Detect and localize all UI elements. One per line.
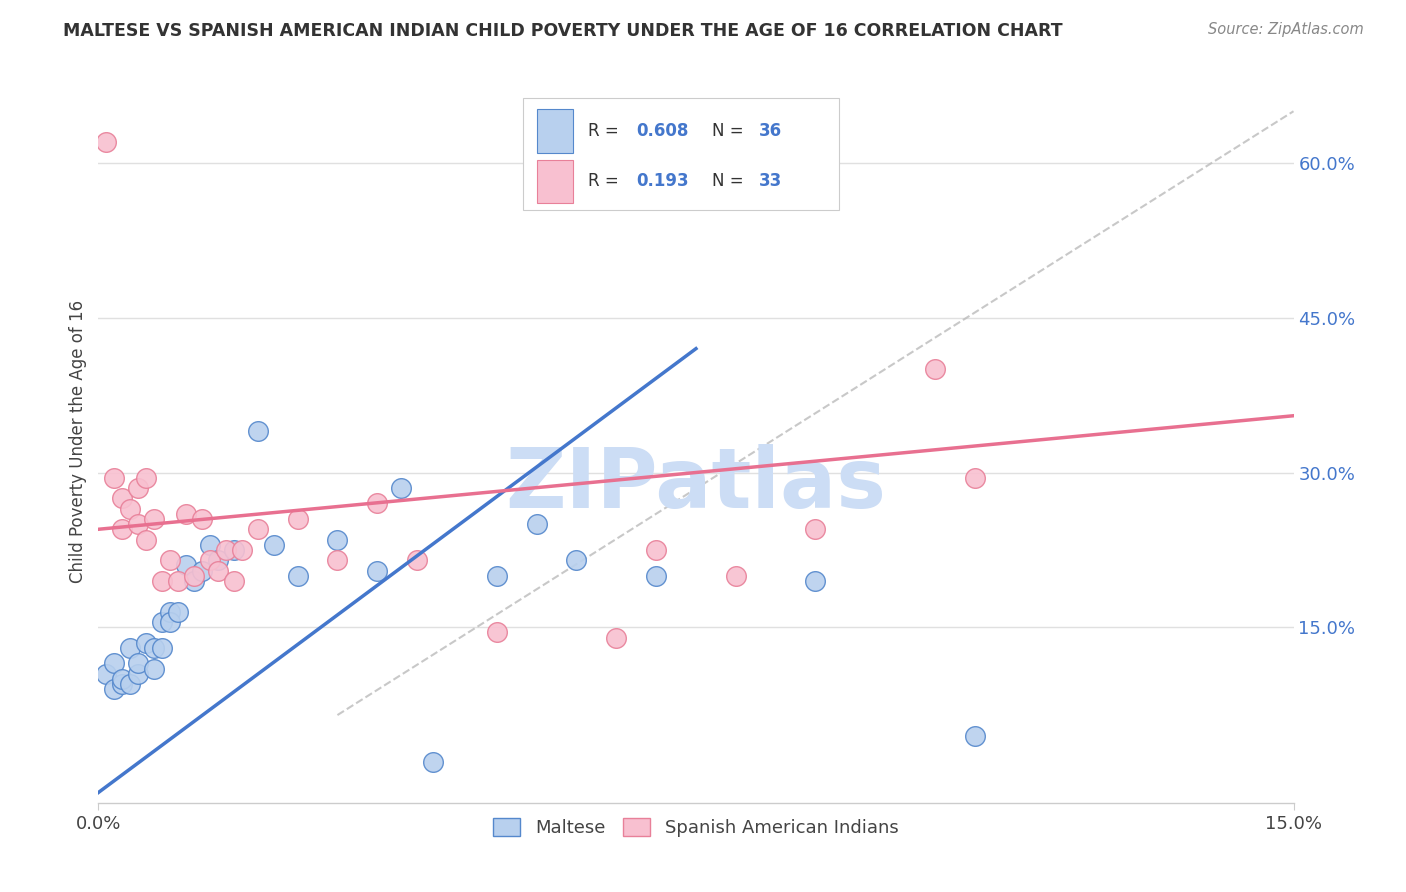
Text: ZIPatlas: ZIPatlas (506, 444, 886, 525)
Point (422, 755, 444, 769)
Point (565, 553, 588, 567)
Point (287, 512, 309, 526)
Point (485, 625, 508, 640)
Point (159, 615, 181, 630)
FancyBboxPatch shape (523, 98, 839, 211)
Point (963, 471, 986, 485)
Point (287, 568, 309, 582)
Point (174, 507, 197, 521)
Text: 36: 36 (759, 122, 782, 140)
Point (207, 564, 229, 578)
Point (215, 542, 238, 557)
Point (526, 517, 548, 532)
Point (645, 568, 668, 582)
Point (389, 481, 412, 495)
Point (159, 553, 181, 567)
Point (96, 666, 118, 681)
Y-axis label: Child Poverty Under the Age of 16: Child Poverty Under the Age of 16 (69, 300, 87, 583)
Text: Source: ZipAtlas.com: Source: ZipAtlas.com (1208, 22, 1364, 37)
Point (159, 605, 181, 619)
Point (111, 522, 134, 536)
Text: 0.608: 0.608 (636, 122, 689, 140)
Text: 33: 33 (759, 172, 783, 190)
Point (231, 542, 253, 557)
Point (127, 657, 149, 671)
Point (150, 640, 173, 655)
Point (183, 574, 205, 588)
FancyBboxPatch shape (537, 109, 572, 153)
Point (924, 362, 946, 376)
Point (120, 640, 142, 655)
Point (111, 677, 134, 691)
Text: R =: R = (589, 172, 624, 190)
Point (198, 553, 221, 567)
Point (103, 682, 125, 697)
Point (191, 564, 214, 578)
Point (103, 471, 125, 485)
Point (191, 512, 214, 526)
Text: R =: R = (589, 122, 624, 140)
Point (326, 553, 349, 567)
Point (150, 615, 173, 630)
Point (135, 533, 157, 547)
Point (406, 553, 429, 567)
Point (143, 662, 166, 676)
Point (963, 729, 986, 743)
Point (120, 501, 142, 516)
Text: MALTESE VS SPANISH AMERICAN INDIAN CHILD POVERTY UNDER THE AGE OF 16 CORRELATION: MALTESE VS SPANISH AMERICAN INDIAN CHILD… (63, 22, 1063, 40)
Point (366, 496, 388, 510)
Point (246, 424, 269, 438)
Point (222, 542, 245, 557)
Point (366, 564, 388, 578)
Point (605, 631, 627, 645)
Point (167, 574, 190, 588)
Point (103, 657, 125, 671)
Point (174, 558, 197, 573)
Point (246, 522, 269, 536)
Point (167, 605, 190, 619)
Point (724, 568, 747, 582)
Point (135, 636, 157, 650)
FancyBboxPatch shape (537, 160, 572, 203)
Point (485, 568, 508, 582)
Point (127, 481, 149, 495)
Point (198, 538, 221, 552)
Point (222, 574, 245, 588)
Point (111, 672, 134, 686)
Text: N =: N = (711, 172, 748, 190)
Point (150, 574, 173, 588)
Legend: Maltese, Spanish American Indians: Maltese, Spanish American Indians (486, 811, 905, 845)
Text: 0.193: 0.193 (636, 172, 689, 190)
Point (207, 553, 229, 567)
Point (326, 533, 349, 547)
Point (804, 574, 827, 588)
Point (96, 135, 118, 149)
Point (111, 491, 134, 506)
Point (135, 471, 157, 485)
Point (143, 640, 166, 655)
Point (127, 517, 149, 532)
Point (183, 568, 205, 582)
Point (143, 512, 166, 526)
Text: N =: N = (711, 122, 748, 140)
Point (120, 677, 142, 691)
Point (804, 522, 827, 536)
Point (127, 666, 149, 681)
Point (263, 538, 285, 552)
Point (645, 542, 668, 557)
